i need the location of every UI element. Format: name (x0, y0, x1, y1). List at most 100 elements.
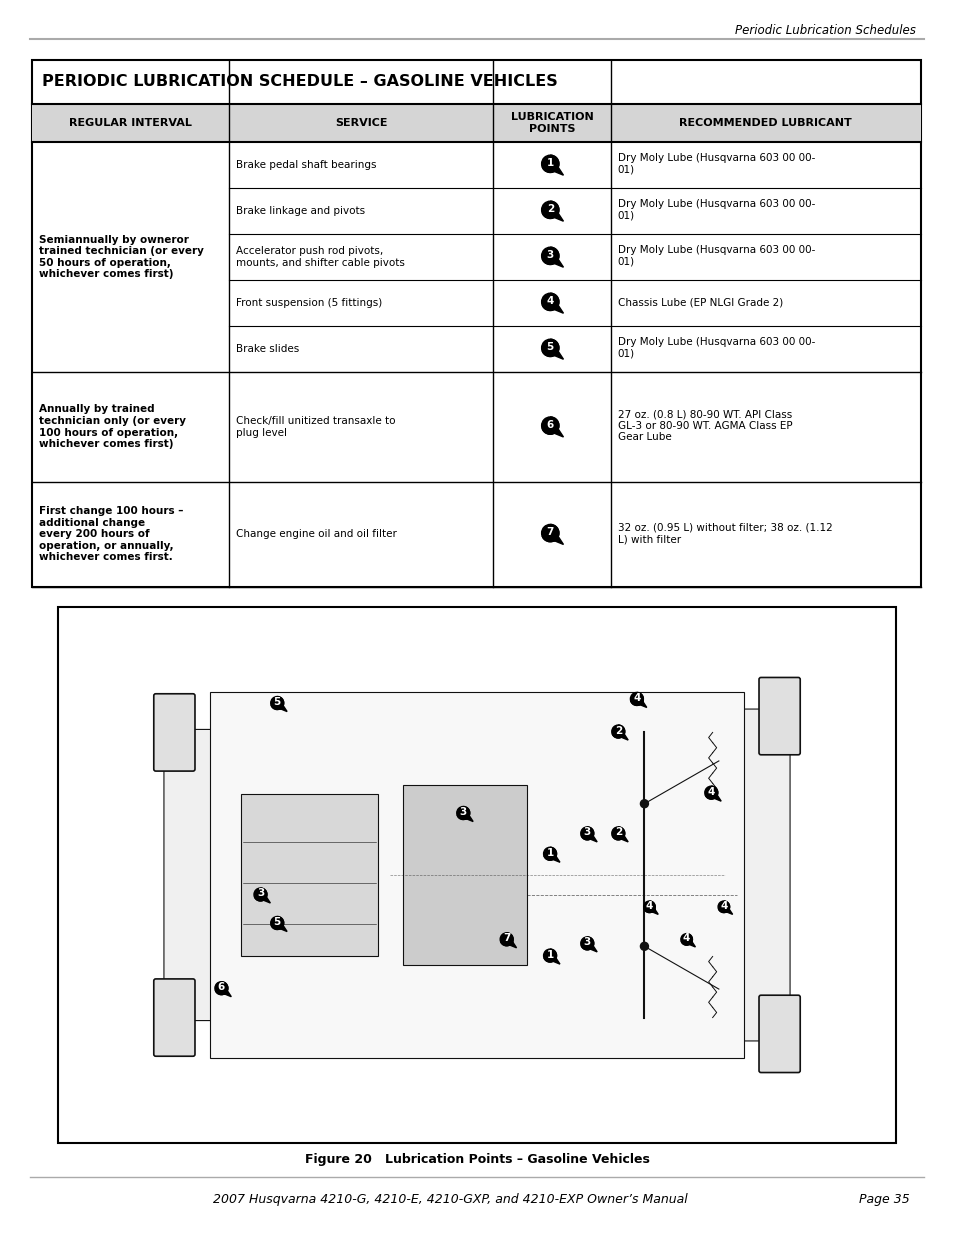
Text: 5: 5 (546, 342, 554, 352)
Circle shape (643, 902, 655, 913)
Polygon shape (643, 902, 658, 914)
Text: Periodic Lubrication Schedules: Periodic Lubrication Schedules (735, 23, 915, 37)
Text: Accelerator push rod pivots,
mounts, and shifter cable pivots: Accelerator push rod pivots, mounts, and… (236, 246, 405, 268)
Circle shape (541, 293, 558, 310)
Text: Annually by trained
technician only (or every
100 hours of operation,
whichever : Annually by trained technician only (or … (39, 404, 186, 450)
Text: Chassis Lube (EP NLGI Grade 2): Chassis Lube (EP NLGI Grade 2) (618, 298, 782, 308)
Text: LUBRICATION
POINTS: LUBRICATION POINTS (510, 112, 593, 133)
Circle shape (541, 340, 558, 357)
Text: 4: 4 (707, 787, 714, 797)
Text: Semiannually by owneror
trained technician (or every
50 hours of operation,
whic: Semiannually by owneror trained technici… (39, 235, 204, 279)
Text: 3: 3 (459, 806, 466, 818)
Polygon shape (543, 847, 559, 862)
Bar (32, 61, 920, 587)
FancyBboxPatch shape (759, 995, 800, 1072)
Text: 3: 3 (546, 249, 554, 259)
Circle shape (543, 948, 556, 962)
Polygon shape (500, 932, 516, 947)
Circle shape (580, 937, 593, 950)
Text: Change engine oil and oil filter: Change engine oil and oil filter (236, 530, 396, 540)
Text: Front suspension (5 fittings): Front suspension (5 fittings) (236, 298, 382, 308)
FancyBboxPatch shape (759, 678, 800, 755)
Text: 5: 5 (274, 916, 280, 927)
Polygon shape (704, 787, 720, 802)
Text: 32 oz. (0.95 L) without filter; 38 oz. (1.12
L) with filter: 32 oz. (0.95 L) without filter; 38 oz. (… (618, 522, 832, 545)
Circle shape (718, 902, 729, 913)
Text: 3: 3 (583, 937, 590, 947)
Bar (32, 104, 920, 142)
Text: 2: 2 (614, 725, 621, 736)
Text: Brake linkage and pivots: Brake linkage and pivots (236, 206, 365, 216)
Text: 2: 2 (546, 204, 554, 214)
Polygon shape (680, 934, 695, 947)
Text: RECOMMENDED LUBRICANT: RECOMMENDED LUBRICANT (679, 119, 851, 128)
Circle shape (541, 201, 558, 219)
Circle shape (543, 847, 556, 861)
Bar (241, 794, 377, 956)
Circle shape (253, 888, 267, 902)
Text: PERIODIC LUBRICATION SCHEDULE – GASOLINE VEHICLES: PERIODIC LUBRICATION SCHEDULE – GASOLINE… (42, 74, 558, 89)
Polygon shape (541, 293, 563, 314)
Circle shape (541, 247, 558, 264)
Circle shape (456, 806, 469, 820)
Circle shape (499, 932, 513, 946)
Polygon shape (718, 902, 732, 914)
Text: Brake pedal shaft bearings: Brake pedal shaft bearings (236, 161, 376, 170)
Circle shape (639, 800, 648, 808)
Text: 4: 4 (546, 296, 554, 306)
Bar (402, 785, 526, 965)
Bar (210, 692, 743, 1058)
Circle shape (271, 916, 283, 930)
FancyBboxPatch shape (153, 979, 194, 1056)
Circle shape (611, 827, 624, 840)
FancyBboxPatch shape (164, 730, 219, 1020)
Text: Dry Moly Lube (Husqvarna 603 00 00-
01): Dry Moly Lube (Husqvarna 603 00 00- 01) (618, 199, 814, 221)
Circle shape (580, 827, 593, 840)
Text: Dry Moly Lube (Husqvarna 603 00 00-
01): Dry Moly Lube (Husqvarna 603 00 00- 01) (618, 337, 814, 359)
Polygon shape (254, 888, 270, 903)
Text: Brake slides: Brake slides (236, 345, 299, 354)
Circle shape (214, 982, 228, 994)
Polygon shape (630, 693, 646, 708)
Text: REGULAR INTERVAL: REGULAR INTERVAL (70, 119, 192, 128)
Circle shape (541, 417, 558, 435)
Text: 1: 1 (546, 847, 553, 858)
Polygon shape (271, 916, 287, 931)
Polygon shape (541, 247, 563, 267)
Text: 6: 6 (217, 982, 225, 992)
Text: 7: 7 (546, 527, 554, 537)
Text: 4: 4 (720, 900, 727, 910)
Text: 4: 4 (633, 693, 639, 703)
Text: 7: 7 (502, 934, 510, 944)
Text: Dry Moly Lube (Husqvarna 603 00 00-
01): Dry Moly Lube (Husqvarna 603 00 00- 01) (618, 153, 814, 175)
Text: 1: 1 (546, 950, 553, 960)
Text: First change 100 hours –
additional change
every 200 hours of
operation, or annu: First change 100 hours – additional chan… (39, 506, 183, 562)
Circle shape (541, 156, 558, 173)
Circle shape (704, 787, 717, 799)
Text: 3: 3 (256, 888, 264, 899)
Circle shape (630, 693, 642, 705)
Circle shape (680, 934, 692, 945)
Polygon shape (271, 697, 287, 711)
Text: Page 35: Page 35 (859, 1193, 909, 1205)
Text: SERVICE: SERVICE (335, 119, 387, 128)
Polygon shape (612, 725, 627, 740)
Text: Figure 20   Lubrication Points – Gasoline Vehicles: Figure 20 Lubrication Points – Gasoline … (304, 1153, 649, 1167)
Circle shape (639, 942, 648, 950)
Polygon shape (580, 827, 597, 842)
Polygon shape (580, 937, 597, 952)
Polygon shape (215, 982, 231, 997)
Polygon shape (543, 948, 559, 965)
Text: 4: 4 (645, 900, 653, 910)
Text: 3: 3 (583, 827, 590, 837)
Text: 2007 Husqvarna 4210-G, 4210-E, 4210-GXP, and 4210-EXP Owner’s Manual: 2007 Husqvarna 4210-G, 4210-E, 4210-GXP,… (213, 1193, 687, 1205)
Circle shape (271, 697, 283, 709)
FancyBboxPatch shape (153, 694, 194, 771)
Polygon shape (541, 201, 563, 221)
Text: 2: 2 (614, 827, 621, 837)
Polygon shape (541, 525, 563, 545)
Text: Dry Moly Lube (Husqvarna 603 00 00-
01): Dry Moly Lube (Husqvarna 603 00 00- 01) (618, 246, 814, 267)
Polygon shape (541, 340, 563, 359)
Text: 1: 1 (546, 158, 554, 168)
Text: 5: 5 (274, 697, 280, 706)
